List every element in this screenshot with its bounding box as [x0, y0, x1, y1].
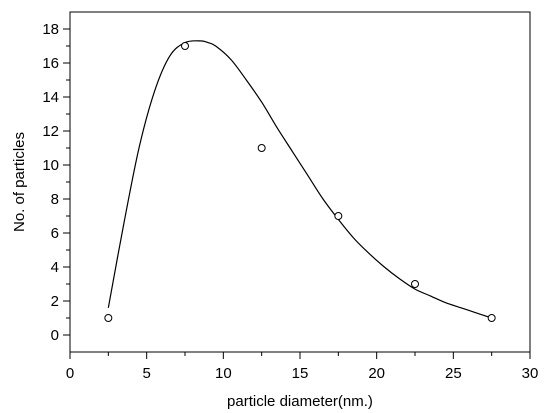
y-tick-label: 0	[51, 327, 59, 344]
x-tick-label: 5	[142, 365, 150, 382]
x-tick-label: 0	[66, 365, 74, 382]
x-axis-label: particle diameter(nm.)	[227, 393, 373, 410]
y-tick-label: 10	[42, 157, 59, 174]
y-tick-label: 4	[51, 259, 59, 276]
plot-series	[104, 40, 496, 322]
x-axis-ticks: 0 5 10 15 20 25 30	[66, 352, 539, 382]
x-tick-label: 15	[292, 365, 309, 382]
y-axis-ticks: 0 2 4 6 8 10 12 14 16 18	[42, 21, 70, 344]
x-tick-label: 10	[215, 365, 232, 382]
y-tick-label: 14	[42, 89, 59, 106]
data-point	[257, 144, 266, 152]
y-tick-label: 12	[42, 123, 59, 140]
data-point	[487, 314, 496, 322]
x-tick-label: 20	[368, 365, 385, 382]
data-point	[104, 314, 113, 322]
y-tick-label: 8	[51, 191, 59, 208]
plot-frame	[69, 11, 531, 353]
plot-border	[69, 11, 531, 353]
x-tick-label: 30	[522, 365, 539, 382]
data-point	[181, 42, 189, 50]
data-point	[411, 280, 419, 288]
y-tick-label: 6	[51, 225, 59, 242]
data-point	[334, 212, 343, 220]
x-tick-label: 25	[445, 365, 462, 382]
fit-curve	[107, 40, 492, 319]
y-axis-label: No. of particles	[11, 132, 28, 232]
y-tick-label: 18	[42, 21, 59, 38]
y-tick-label: 16	[42, 55, 59, 72]
y-tick-label: 2	[51, 293, 59, 310]
